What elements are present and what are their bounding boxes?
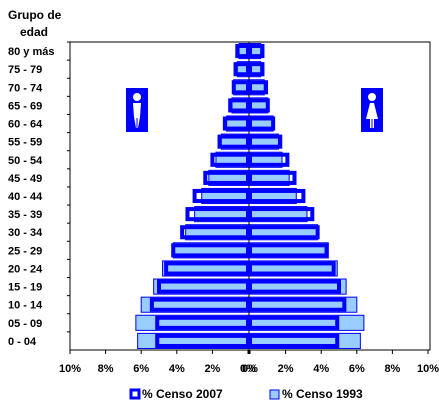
x-tick-label: 2% <box>278 363 294 375</box>
bar-2007-right <box>248 297 347 312</box>
bar-2007-right <box>248 333 340 349</box>
y-tick-label: 65 - 69 <box>8 100 42 112</box>
male-icon-head <box>133 93 141 101</box>
bar-2007-right <box>248 207 315 222</box>
x-tick-label: 0% <box>240 363 256 375</box>
x-tick-label: 8% <box>98 363 114 375</box>
y-tick-label: 40 - 44 <box>8 191 43 203</box>
x-tick-label: 10% <box>59 363 81 375</box>
legend: % Censo 2007 % Censo 1993 <box>129 387 363 401</box>
female-icon-dress <box>366 103 378 119</box>
x-tick-label: 4% <box>313 363 329 375</box>
bar-2007-right <box>248 315 340 330</box>
y-tick-label: 75 - 79 <box>8 64 42 76</box>
y-tick-label: 55 - 59 <box>8 137 42 149</box>
bar-2007-left <box>231 80 250 95</box>
bar-2007-left <box>233 62 250 77</box>
legend-swatch-1993 <box>269 389 280 400</box>
male-figure-icon <box>126 88 148 132</box>
y-axis-title-line-1: Grupo de <box>8 8 62 22</box>
y-tick-label: 30 - 34 <box>8 227 43 239</box>
y-tick-label: 70 - 74 <box>8 82 43 94</box>
y-tick-label: 60 - 64 <box>8 119 43 131</box>
legend-swatch-2007 <box>129 388 141 400</box>
y-axis-title-line-2: edad <box>20 25 48 39</box>
bar-2007-right <box>248 188 306 204</box>
bar-2007-right <box>248 134 283 149</box>
x-tick-label: 2% <box>204 363 220 375</box>
bar-2007-left <box>164 261 250 276</box>
female-icon-head <box>368 93 376 101</box>
legend-label-2007: % Censo 2007 <box>142 387 223 401</box>
male-icon-body <box>133 103 141 128</box>
x-tick-label: 0% <box>242 363 258 375</box>
bar-2007-right <box>248 243 329 258</box>
y-tick-label: 80 y más <box>8 46 54 58</box>
bar-2007-right <box>248 116 276 131</box>
x-tick-label: 10% <box>417 363 439 375</box>
bar-2007-right <box>248 279 341 294</box>
bar-2007-right <box>248 152 290 167</box>
x-tick-label: 6% <box>349 363 365 375</box>
bar-2007-left <box>192 188 251 204</box>
y-tick-label: 10 - 14 <box>8 300 43 312</box>
bar-2007-left <box>217 134 251 149</box>
bar-2007-right <box>248 98 270 113</box>
bar-2007-right <box>248 44 265 59</box>
bar-2007-right <box>248 170 297 185</box>
y-tick-label: 15 - 19 <box>8 282 42 294</box>
y-tick-label: 05 - 09 <box>8 318 42 330</box>
x-tick-label: 8% <box>384 363 400 375</box>
female-icon-leg-left <box>370 119 372 128</box>
bar-2007-right <box>248 261 336 276</box>
bar-2007-right <box>248 62 265 77</box>
y-tick-label: 45 - 49 <box>8 173 42 185</box>
female-icon-leg-right <box>372 119 374 128</box>
y-tick-label: 0 - 04 <box>8 336 37 348</box>
female-figure-icon <box>361 88 383 132</box>
y-tick-label: 20 - 24 <box>8 263 43 275</box>
bar-2007-left <box>210 152 250 167</box>
bar-2007-right <box>248 80 269 95</box>
y-tick-label: 50 - 54 <box>8 155 43 167</box>
bar-2007-left <box>180 225 250 240</box>
y-tick-label: 35 - 39 <box>8 209 42 221</box>
legend-label-1993: % Censo 1993 <box>282 387 363 401</box>
x-tick-label: 4% <box>169 363 185 375</box>
bar-2007-right <box>248 225 320 240</box>
y-tick-label: 25 - 29 <box>8 245 42 257</box>
x-tick-label: 6% <box>133 363 149 375</box>
bar-2007-left <box>222 116 250 131</box>
bar-2007-left <box>235 44 251 59</box>
